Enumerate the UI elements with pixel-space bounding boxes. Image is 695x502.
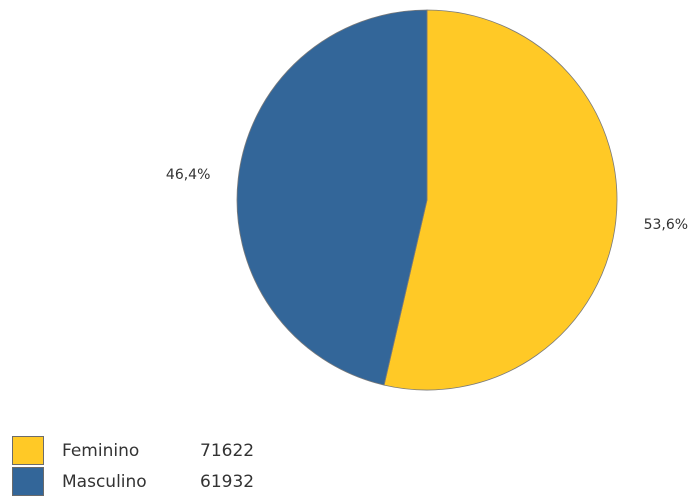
- data-label-feminino: 53,6%: [644, 217, 688, 233]
- data-label-masculino: 46,4%: [166, 167, 210, 183]
- legend-label-feminino: Feminino: [62, 440, 140, 461]
- legend-item-feminino[interactable]: Feminino 71622: [12, 435, 412, 466]
- legend-label-masculino: Masculino: [62, 471, 147, 492]
- legend-swatch-masculino: [12, 467, 44, 496]
- pie-slice-masculino[interactable]: [236, 9, 428, 386]
- legend-item-masculino[interactable]: Masculino 61932: [12, 466, 412, 497]
- legend-value-feminino: 71622: [200, 440, 255, 461]
- pie-slice-feminino[interactable]: [383, 9, 618, 391]
- legend-value-masculino: 61932: [200, 471, 255, 492]
- legend: Feminino 71622 Masculino 61932: [12, 435, 412, 497]
- legend-swatch-feminino: [12, 436, 44, 465]
